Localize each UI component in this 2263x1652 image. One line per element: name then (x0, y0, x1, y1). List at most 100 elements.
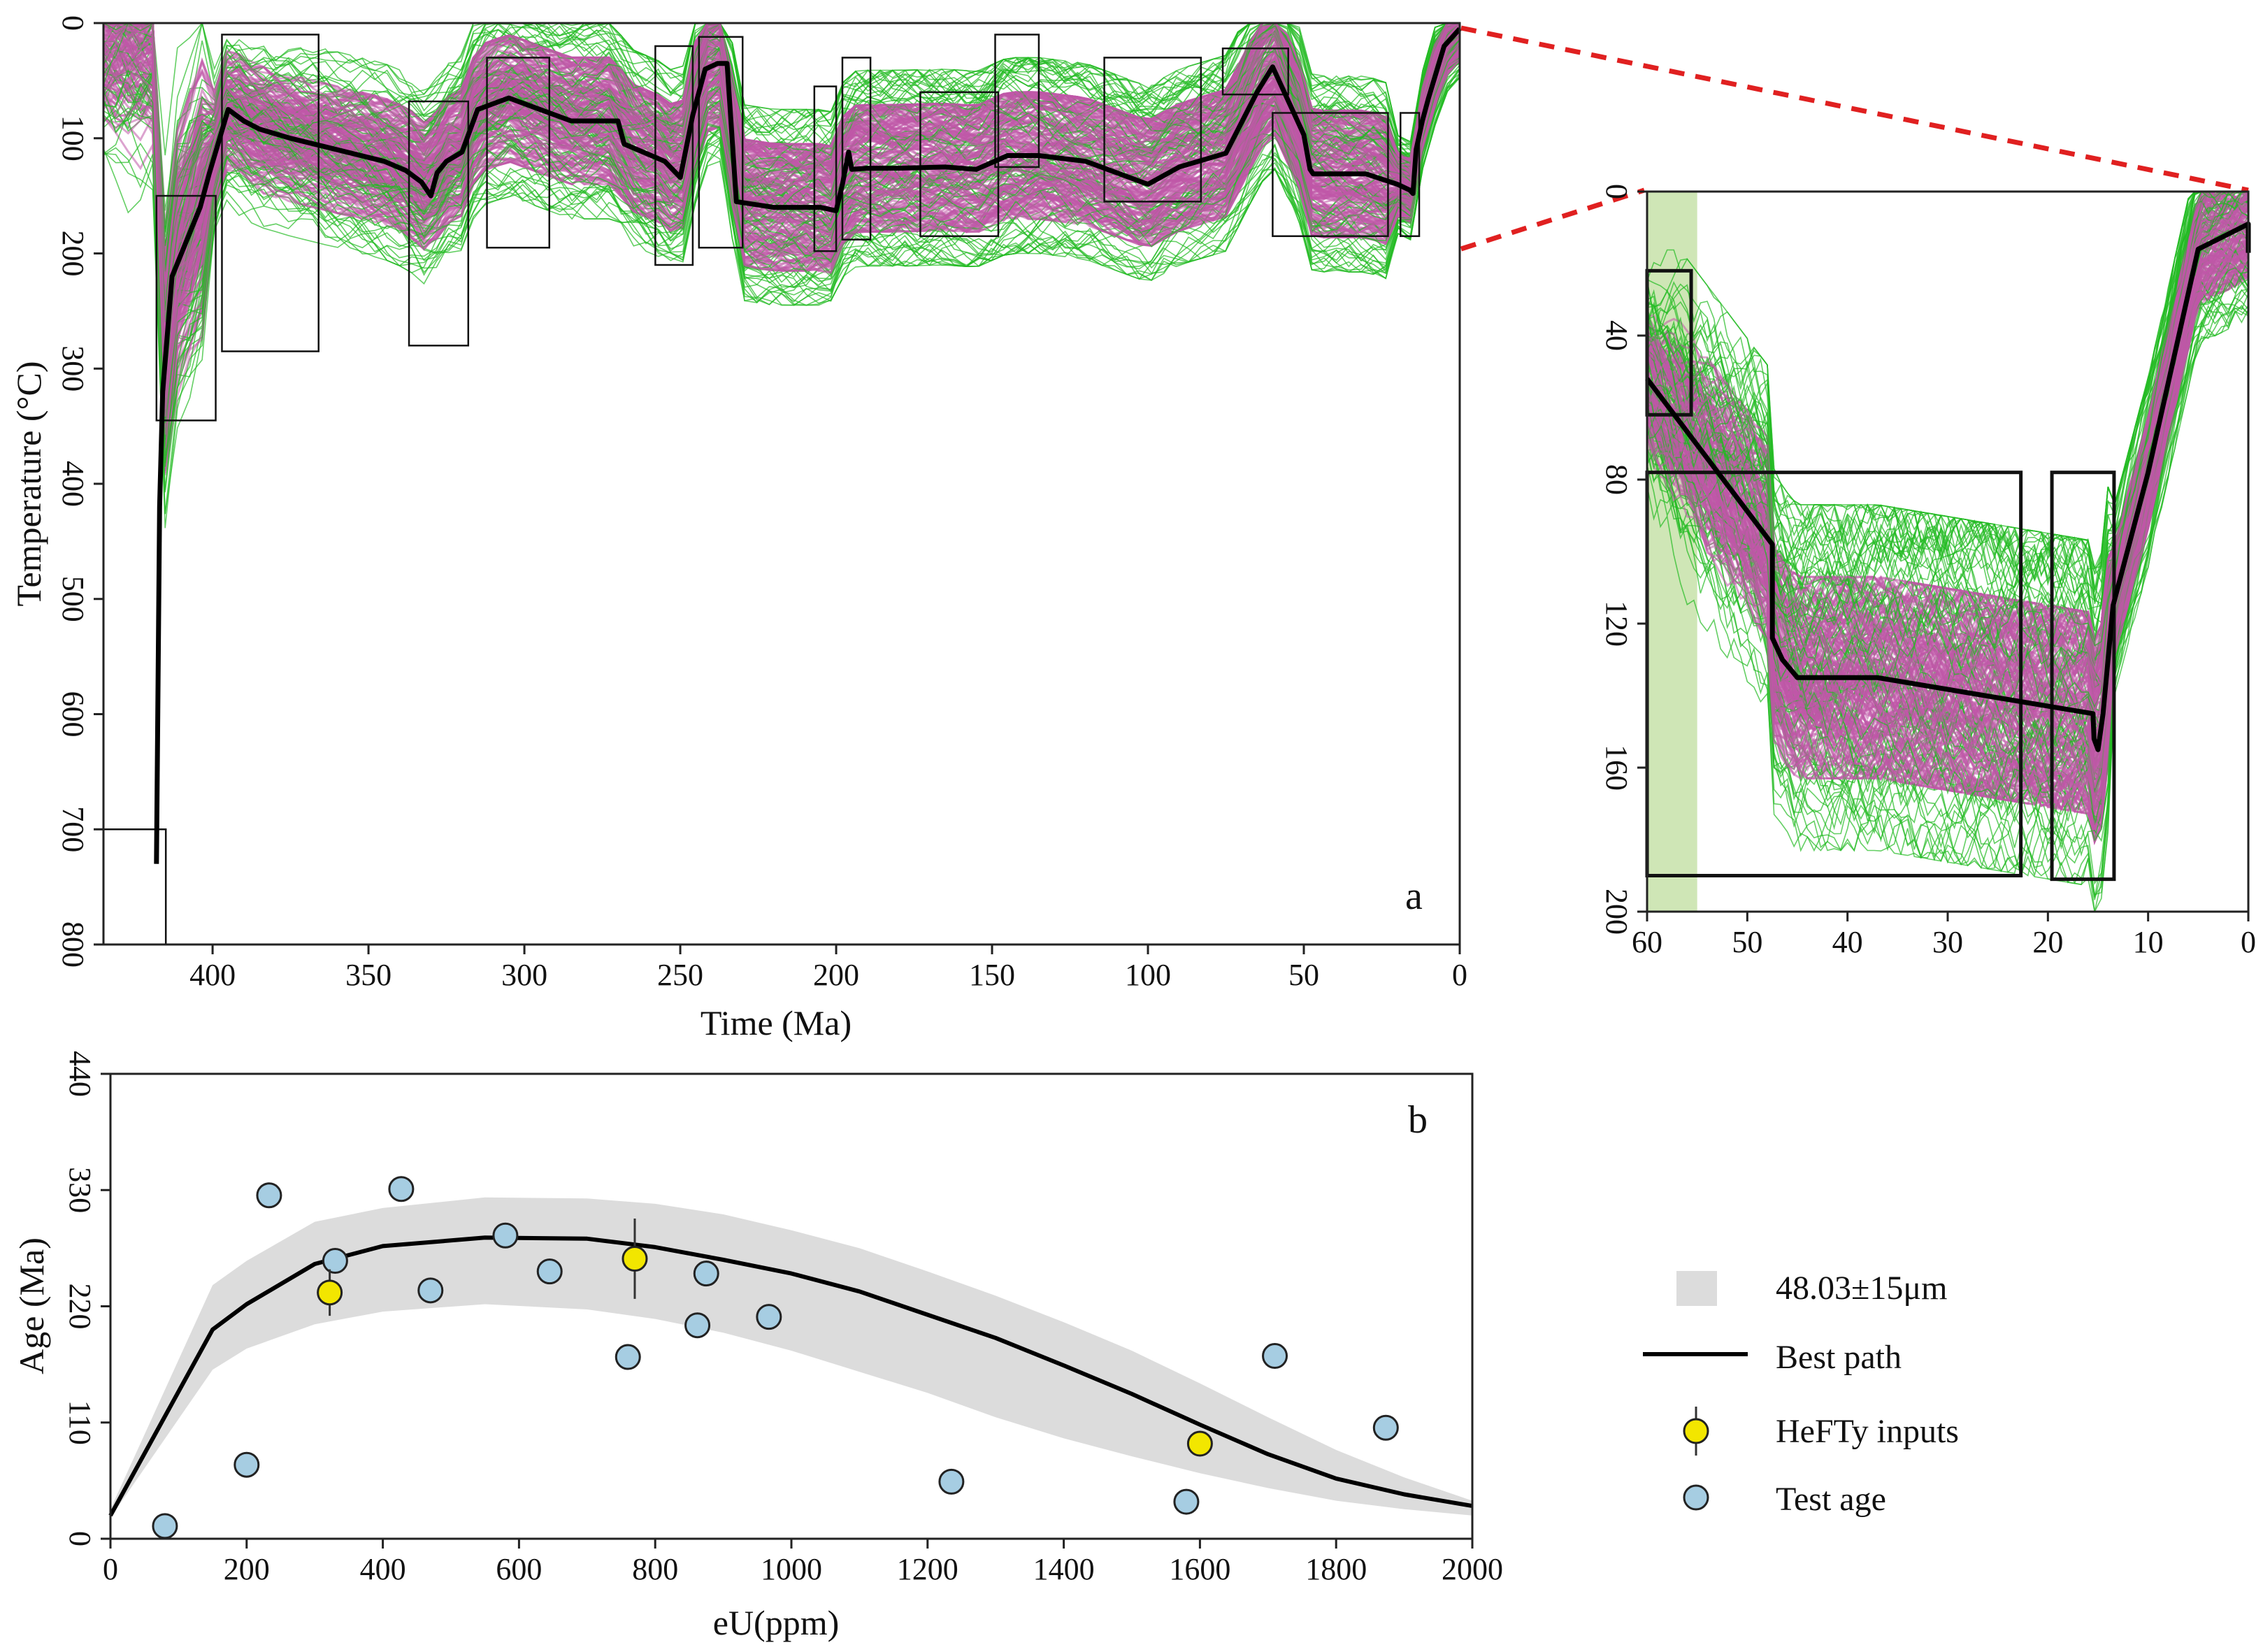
legend-item-band: 48.03±15μm (1676, 1270, 1947, 1307)
x-tick-label: 10 (2133, 925, 2164, 959)
test-age-point (152, 1513, 178, 1539)
x-tick-label: 1400 (1033, 1552, 1095, 1586)
constraint-box (221, 34, 319, 352)
inset-path-envelope (1647, 192, 2248, 912)
model-path (103, 23, 1460, 297)
y-tick-label: 330 (63, 1167, 97, 1213)
y-tick-label: 110 (63, 1400, 97, 1445)
x-tick-label: 50 (1732, 925, 1762, 959)
model-path (1647, 259, 2248, 870)
model-path (103, 23, 1460, 312)
x-tick-label: 60 (1632, 925, 1662, 959)
model-path (103, 23, 1460, 290)
x-tick-label: 350 (345, 958, 391, 992)
constraint-box (408, 100, 470, 347)
x-tick-label: 200 (224, 1552, 270, 1586)
constraint-box (1103, 57, 1202, 203)
y-tick-label: 200 (1600, 889, 1634, 935)
x-tick-label: 100 (1125, 958, 1171, 992)
model-path (103, 63, 1460, 493)
x-tick-label: 50 (1288, 958, 1319, 992)
model-path (103, 23, 1460, 306)
test-age-point (322, 1248, 348, 1274)
x-tick-label: 40 (1832, 925, 1863, 959)
panel-b-y-title: Age (Ma) (12, 1237, 51, 1374)
model-path (1647, 263, 2248, 826)
model-path (103, 26, 1460, 363)
constraint-box (1400, 112, 1421, 238)
y-tick-label: 40 (1600, 320, 1634, 351)
panel-a-chart: 400 350 300 250 200 150 100 50 00100200300400500… (9, 15, 1467, 1042)
x-tick-label: 200 (813, 958, 859, 992)
y-tick-label: 200 (56, 231, 90, 277)
model-path (103, 31, 1460, 398)
legend-best-path-label: Best path (1776, 1339, 1902, 1376)
x-tick-label: 600 (496, 1552, 542, 1586)
model-path (1647, 271, 2248, 896)
x-tick-label: 0 (103, 1552, 118, 1586)
panel-a-best-path (154, 27, 1462, 864)
panel-b-x-title: eU(ppm) (713, 1603, 840, 1642)
panel-b-chart: 0 200 400 600 800 1000 1200 1400 1600 1800 2000 0 11… (12, 1051, 1503, 1642)
inset-ticks: 60 50 40 30 20 10 0 0 40 80 120 160 200 (1600, 184, 2256, 959)
legend-test-marker (1683, 1484, 1709, 1511)
test-age-point (1262, 1343, 1288, 1370)
legend-item-hefty: HeFTy inputs (1683, 1407, 1959, 1456)
y-tick-label: 0 (63, 1531, 97, 1546)
x-tick-label: 20 (2032, 925, 2063, 959)
x-tick-label: 1800 (1305, 1552, 1367, 1586)
test-age-point (615, 1344, 641, 1370)
x-tick-label: 30 (1932, 925, 1963, 959)
panel-b-test-ages (152, 1176, 1399, 1539)
x-tick-label: 0 (1452, 958, 1467, 992)
panel-b-letter: b (1408, 1098, 1428, 1142)
model-path (103, 23, 1460, 361)
x-tick-label: 300 (501, 958, 547, 992)
model-path (1647, 192, 2248, 696)
constraint-box (919, 91, 1000, 238)
constraint-box (486, 57, 550, 249)
y-tick-label: 300 (56, 345, 90, 392)
y-tick-label: 0 (1600, 184, 1634, 199)
model-path (103, 23, 1460, 229)
model-path (1647, 247, 2248, 806)
y-tick-label: 700 (56, 806, 90, 852)
zoom-line-top (1460, 25, 2249, 193)
x-tick-label: 400 (189, 958, 236, 992)
y-tick-label: 500 (56, 576, 90, 622)
model-path (103, 23, 1460, 275)
model-path (103, 23, 1460, 329)
test-age-point (256, 1182, 282, 1209)
x-tick-label: 400 (360, 1552, 406, 1586)
inset-best-path (1645, 221, 2251, 752)
hefty-input-point (317, 1279, 343, 1306)
test-age-point (234, 1451, 260, 1478)
y-tick-label: 80 (1600, 464, 1634, 495)
x-tick-label: 2000 (1442, 1552, 1503, 1586)
panel-a-y-title: Temperature (°C) (9, 361, 48, 606)
x-tick-label: 1000 (761, 1552, 822, 1586)
test-age-point (684, 1312, 711, 1339)
model-path (103, 23, 1460, 417)
model-path (103, 23, 1460, 328)
constraint-box (813, 85, 838, 252)
x-tick-label: 800 (632, 1552, 678, 1586)
test-age-point (388, 1176, 415, 1202)
y-tick-label: 120 (1600, 601, 1634, 647)
panel-b-ticks: 0 200 400 600 800 1000 1200 1400 1600 1800 2000 0 11… (63, 1051, 1503, 1586)
x-tick-label: 150 (969, 958, 1015, 992)
y-tick-label: 800 (56, 921, 90, 968)
constraint-box (994, 34, 1040, 168)
test-age-point (417, 1277, 444, 1304)
panel-a-ticks: 400 350 300 250 200 150 100 50 00100200300400500… (56, 15, 1467, 992)
legend-test-label: Test age (1776, 1481, 1886, 1518)
test-age-point (492, 1222, 519, 1249)
constraint-box (698, 36, 744, 249)
panel-b-uncertainty-band (110, 1197, 1472, 1518)
model-path (103, 23, 1460, 364)
model-path (103, 23, 1460, 323)
model-path (1647, 234, 2248, 789)
test-age-point (938, 1468, 965, 1495)
test-age-point (1372, 1414, 1399, 1441)
